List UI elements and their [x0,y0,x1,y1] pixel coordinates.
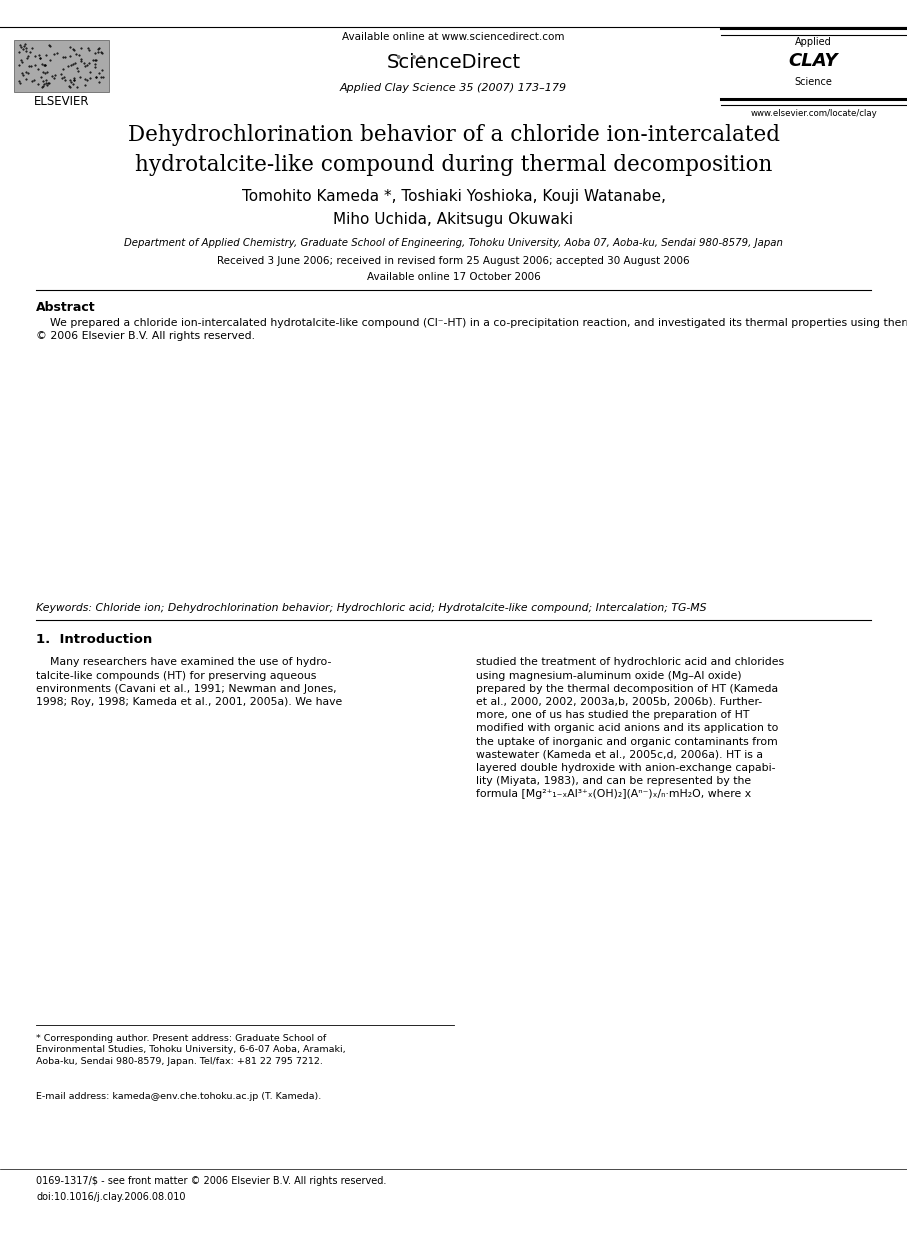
Text: ScienceDirect: ScienceDirect [386,53,521,72]
Text: www.elsevier.com/locate/clay: www.elsevier.com/locate/clay [750,109,877,118]
Text: Tomohito Kameda *, Toshiaki Yoshioka, Kouji Watanabe,
Miho Uchida, Akitsugu Okuw: Tomohito Kameda *, Toshiaki Yoshioka, Ko… [241,189,666,227]
Text: Applied Clay Science 35 (2007) 173–179: Applied Clay Science 35 (2007) 173–179 [340,83,567,93]
Text: Received 3 June 2006; received in revised form 25 August 2006; accepted 30 Augus: Received 3 June 2006; received in revise… [217,256,690,266]
Text: We prepared a chloride ion-intercalated hydrotalcite-like compound (Cl⁻-HT) in a: We prepared a chloride ion-intercalated … [36,318,907,342]
Text: doi:10.1016/j.clay.2006.08.010: doi:10.1016/j.clay.2006.08.010 [36,1192,186,1202]
Text: Science: Science [795,77,833,87]
Text: Many researchers have examined the use of hydro-
talcite-like compounds (HT) for: Many researchers have examined the use o… [36,657,343,707]
Text: Available online at www.sciencedirect.com: Available online at www.sciencedirect.co… [342,32,565,42]
Text: 0169-1317/$ - see front matter © 2006 Elsevier B.V. All rights reserved.: 0169-1317/$ - see front matter © 2006 El… [36,1176,386,1186]
Text: Keywords: Chloride ion; Dehydrochlorination behavior; Hydrochloric acid; Hydrota: Keywords: Chloride ion; Dehydrochlorinat… [36,603,707,613]
Text: Applied: Applied [795,37,832,47]
Text: Dehydrochlorination behavior of a chloride ion-intercalated
hydrotalcite-like co: Dehydrochlorination behavior of a chlori… [128,124,779,176]
Text: Department of Applied Chemistry, Graduate School of Engineering, Tohoku Universi: Department of Applied Chemistry, Graduat… [124,238,783,248]
Text: 1.  Introduction: 1. Introduction [36,633,152,646]
Text: studied the treatment of hydrochloric acid and chlorides
using magnesium-aluminu: studied the treatment of hydrochloric ac… [476,657,785,800]
Text: E-mail address: kameda@env.che.tohoku.ac.jp (T. Kameda).: E-mail address: kameda@env.che.tohoku.ac… [36,1092,321,1101]
Text: ELSEVIER: ELSEVIER [34,95,90,109]
Bar [14,40,109,92]
Text: Available online 17 October 2006: Available online 17 October 2006 [366,272,541,282]
Text: Abstract: Abstract [36,301,96,314]
Text: CLAY: CLAY [789,52,838,71]
Text: •  ••: • •• [395,52,424,66]
Text: * Corresponding author. Present address: Graduate School of
Environmental Studie: * Corresponding author. Present address:… [36,1034,346,1066]
